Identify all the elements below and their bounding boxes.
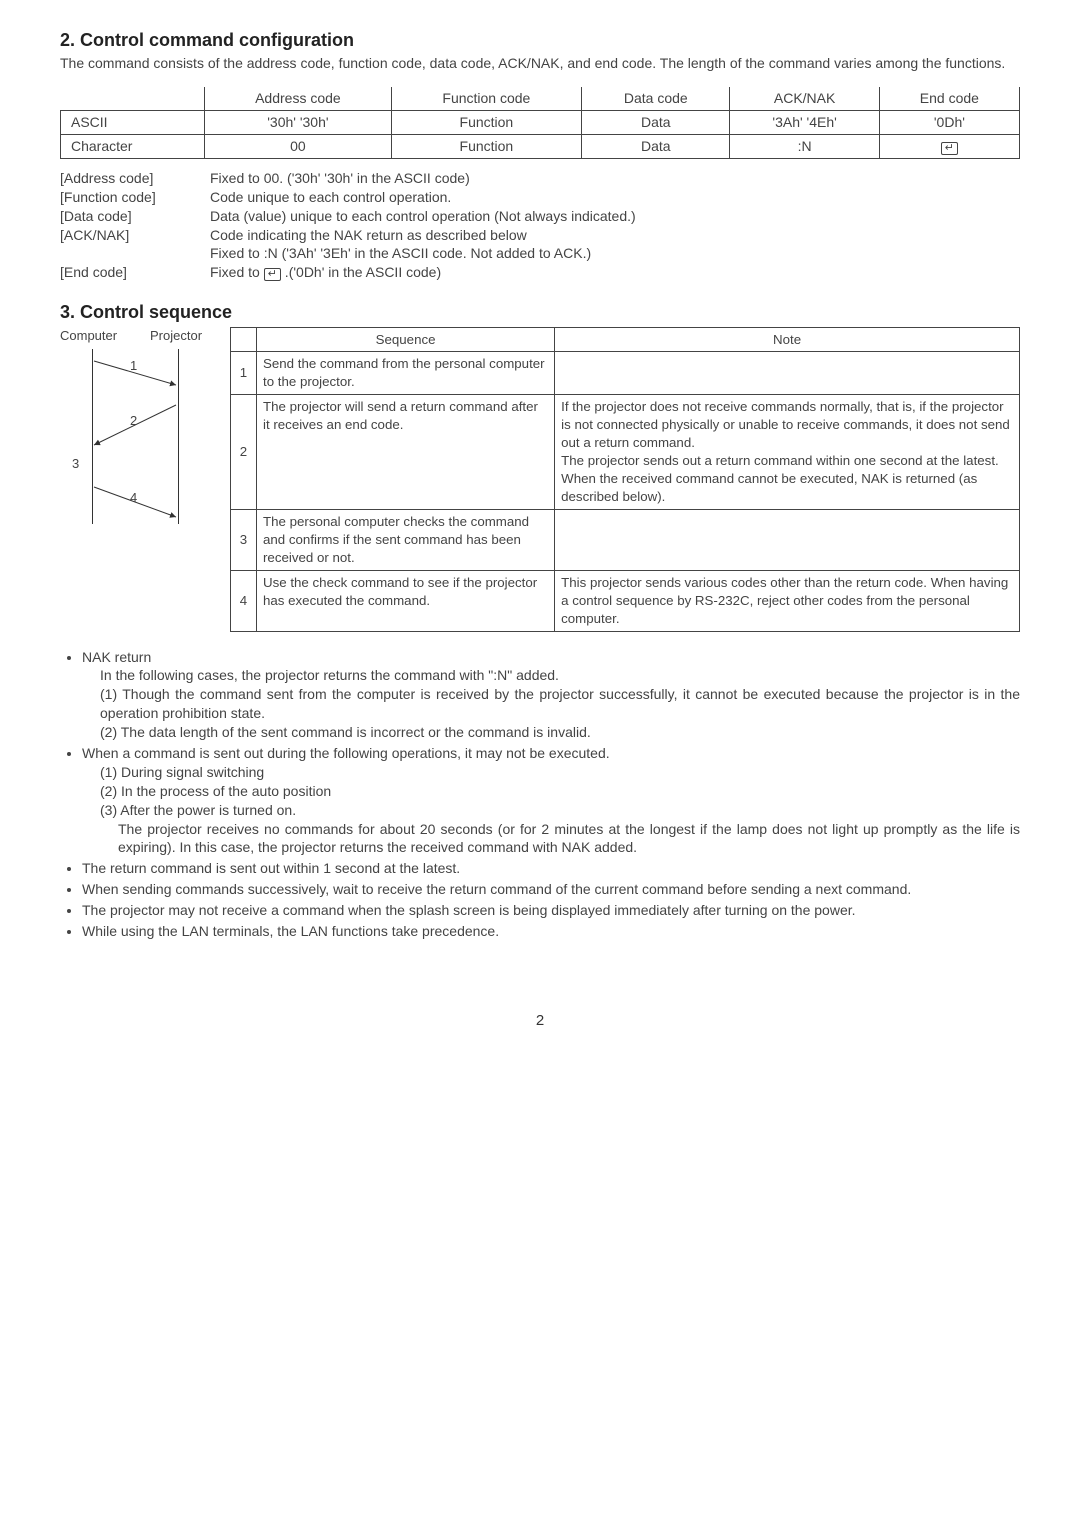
bullet-text: When a command is sent out during the fo…: [82, 745, 610, 761]
diag-step-3: 3: [72, 455, 79, 473]
seq-r2-note: If the projector does not receive comman…: [555, 395, 1020, 510]
sub-text: (2) The data length of the sent command …: [82, 723, 1020, 742]
sequence-diagram: Computer Projector 1 2 3 4: [60, 327, 230, 532]
seq-r2-n: 2: [231, 395, 257, 510]
sub-text: (2) In the process of the auto position: [82, 782, 1020, 801]
table-row: Character 00 Function Data :N ↵: [61, 134, 1020, 158]
enter-icon: ↵: [264, 268, 281, 281]
cmd-r2-c2: Function: [391, 134, 582, 158]
seq-r4-seq: Use the check command to see if the proj…: [257, 570, 555, 631]
command-config-table: Address code Function code Data code ACK…: [60, 87, 1020, 159]
cmd-r2-c1: 00: [205, 134, 391, 158]
table-row: 1 Send the command from the personal com…: [231, 352, 1020, 395]
section2-intro: The command consists of the address code…: [60, 54, 1020, 73]
cmd-r1-c3: Data: [582, 111, 730, 135]
list-item: When sending commands successively, wait…: [82, 880, 1020, 899]
seq-r1-seq: Send the command from the personal compu…: [257, 352, 555, 395]
sequence-wrap: Computer Projector 1 2 3 4 Sequence Note…: [60, 327, 1020, 632]
seq-header-row: Sequence Note: [231, 327, 1020, 352]
diag-step-1: 1: [130, 357, 137, 375]
cmd-r1-c4: '3Ah' '4Eh': [730, 111, 879, 135]
cmd-r2-c5: ↵: [879, 134, 1019, 158]
def-value: Fixed to ↵ .('0Dh' in the ASCII code): [210, 263, 1020, 282]
bullet-text: The return command is sent out within 1 …: [82, 860, 460, 876]
list-item: While using the LAN terminals, the LAN f…: [82, 922, 1020, 941]
def-label: [End code]: [60, 263, 210, 282]
cmd-r1-c0: ASCII: [61, 111, 205, 135]
list-item: The return command is sent out within 1 …: [82, 859, 1020, 878]
section2-title: 2. Control command configuration: [60, 28, 1020, 52]
bullet-text: NAK return: [82, 649, 151, 665]
def-label: [Data code]: [60, 207, 210, 226]
bullet-text: When sending commands successively, wait…: [82, 881, 911, 897]
cmd-r1-c2: Function: [391, 111, 582, 135]
table-row: 3 The personal computer checks the comma…: [231, 509, 1020, 570]
bullet-text: While using the LAN terminals, the LAN f…: [82, 923, 499, 939]
table-row: ASCII '30h' '30h' Function Data '3Ah' '4…: [61, 111, 1020, 135]
list-item: The projector may not receive a command …: [82, 901, 1020, 920]
cmd-r1-c1: '30h' '30h': [205, 111, 391, 135]
def-value: Data (value) unique to each control oper…: [210, 207, 1020, 226]
notes-list: NAK return In the following cases, the p…: [60, 648, 1020, 941]
cmd-r2-c3: Data: [582, 134, 730, 158]
sub-text: In the following cases, the projector re…: [82, 666, 1020, 685]
cmd-hdr-function: Function code: [391, 87, 582, 110]
seq-r3-note: [555, 509, 1020, 570]
seq-r1-n: 1: [231, 352, 257, 395]
cmd-hdr-end: End code: [879, 87, 1019, 110]
bullet-text: The projector may not receive a command …: [82, 902, 856, 918]
def-value: Fixed to :N ('3Ah' '3Eh' in the ASCII co…: [210, 244, 1020, 263]
enter-icon: ↵: [941, 142, 958, 155]
diag-step-2: 2: [130, 412, 137, 430]
definitions-block: [Address code]Fixed to 00. ('30h' '30h' …: [60, 169, 1020, 282]
def-value: Fixed to 00. ('30h' '30h' in the ASCII c…: [210, 169, 1020, 188]
list-item: When a command is sent out during the fo…: [82, 744, 1020, 857]
cmd-hdr-acknak: ACK/NAK: [730, 87, 879, 110]
def-value: Code indicating the NAK return as descri…: [210, 226, 1020, 245]
def-value: Code unique to each control operation.: [210, 188, 1020, 207]
seq-r4-note: This projector sends various codes other…: [555, 570, 1020, 631]
sub-text: (1) During signal switching: [82, 763, 1020, 782]
section3-title: 3. Control sequence: [60, 300, 1020, 324]
sub-text: (3) After the power is turned on.: [82, 801, 1020, 820]
seq-r2-seq: The projector will send a return command…: [257, 395, 555, 510]
def-label: [Function code]: [60, 188, 210, 207]
seq-hdr-sequence: Sequence: [257, 327, 555, 352]
page-number: 2: [60, 1011, 1020, 1031]
sequence-table: Sequence Note 1 Send the command from th…: [230, 327, 1020, 632]
cmd-r1-c5: '0Dh': [879, 111, 1019, 135]
sub-text: (1) Though the command sent from the com…: [82, 685, 1020, 723]
seq-r3-n: 3: [231, 509, 257, 570]
seq-r1-note: [555, 352, 1020, 395]
def-label: [Address code]: [60, 169, 210, 188]
table-row: 2 The projector will send a return comma…: [231, 395, 1020, 510]
cmd-hdr-data: Data code: [582, 87, 730, 110]
sub-text: The projector receives no commands for a…: [82, 820, 1020, 858]
cmd-r2-c0: Character: [61, 134, 205, 158]
cmd-header-row: Address code Function code Data code ACK…: [61, 87, 1020, 110]
seq-hdr-note: Note: [555, 327, 1020, 352]
seq-r3-seq: The personal computer checks the command…: [257, 509, 555, 570]
cmd-r2-c4: :N: [730, 134, 879, 158]
cmd-hdr-address: Address code: [205, 87, 391, 110]
seq-hdr-blank: [231, 327, 257, 352]
def-label: [ACK/NAK]: [60, 226, 210, 245]
table-row: 4 Use the check command to see if the pr…: [231, 570, 1020, 631]
def-label: [60, 244, 210, 263]
diag-step-4: 4: [130, 489, 137, 507]
list-item: NAK return In the following cases, the p…: [82, 648, 1020, 742]
diagram-arrows: [60, 327, 230, 532]
seq-r4-n: 4: [231, 570, 257, 631]
